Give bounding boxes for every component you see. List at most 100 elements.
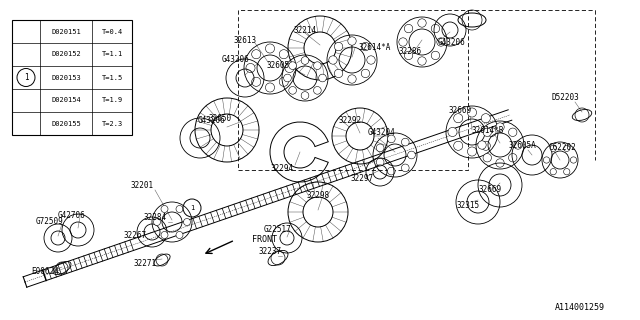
Circle shape <box>404 24 413 33</box>
Circle shape <box>454 114 463 123</box>
Text: FRONT: FRONT <box>252 236 277 244</box>
Circle shape <box>418 57 426 65</box>
Circle shape <box>550 169 556 175</box>
Circle shape <box>564 169 570 175</box>
Circle shape <box>361 69 370 78</box>
Text: 32650: 32650 <box>209 114 232 123</box>
Circle shape <box>284 74 291 82</box>
Text: 32201: 32201 <box>131 180 154 189</box>
Circle shape <box>252 77 260 86</box>
Circle shape <box>401 138 409 146</box>
Circle shape <box>289 86 296 94</box>
Text: D020154: D020154 <box>51 98 81 103</box>
Circle shape <box>348 37 356 45</box>
Circle shape <box>329 56 337 64</box>
Circle shape <box>496 123 504 131</box>
Circle shape <box>301 57 309 64</box>
Text: G72509: G72509 <box>36 217 64 226</box>
Circle shape <box>246 63 255 73</box>
Text: D52203: D52203 <box>551 93 579 102</box>
Circle shape <box>176 205 183 212</box>
Circle shape <box>404 51 413 60</box>
Circle shape <box>437 38 445 46</box>
Circle shape <box>387 167 395 175</box>
Text: 32284: 32284 <box>143 213 166 222</box>
Text: 32298: 32298 <box>307 190 330 199</box>
Circle shape <box>401 164 409 172</box>
Circle shape <box>376 158 384 166</box>
Text: 32294: 32294 <box>271 164 294 172</box>
Circle shape <box>348 75 356 83</box>
Text: 32237: 32237 <box>259 247 282 257</box>
Text: A114001259: A114001259 <box>555 303 605 313</box>
Circle shape <box>509 128 517 136</box>
Text: T=1.1: T=1.1 <box>101 52 123 58</box>
Circle shape <box>376 144 384 152</box>
Circle shape <box>418 19 426 27</box>
Circle shape <box>176 231 183 238</box>
Circle shape <box>408 151 415 159</box>
Text: D020155: D020155 <box>51 121 81 126</box>
Circle shape <box>285 63 294 73</box>
Text: 32315: 32315 <box>456 201 479 210</box>
Text: 32669: 32669 <box>479 186 502 195</box>
Circle shape <box>361 42 370 51</box>
Text: 32267: 32267 <box>124 230 147 239</box>
Text: G42706: G42706 <box>58 211 86 220</box>
Text: G22517: G22517 <box>264 226 292 235</box>
Circle shape <box>334 42 343 51</box>
Text: 32605: 32605 <box>266 60 289 69</box>
Text: 32297: 32297 <box>351 173 374 182</box>
Circle shape <box>448 127 457 137</box>
Circle shape <box>496 159 504 167</box>
Text: D020153: D020153 <box>51 75 81 81</box>
Text: D020152: D020152 <box>51 52 81 58</box>
Circle shape <box>543 157 550 163</box>
Circle shape <box>161 231 168 238</box>
Circle shape <box>289 62 296 69</box>
Circle shape <box>481 114 490 123</box>
Bar <box>12 20 132 135</box>
Text: 32614*B: 32614*B <box>472 125 504 134</box>
Text: 32286: 32286 <box>399 47 422 57</box>
Circle shape <box>266 83 275 92</box>
Circle shape <box>483 128 492 136</box>
Text: 32605A: 32605A <box>508 140 536 149</box>
Text: D020151: D020151 <box>51 28 81 35</box>
Text: 1: 1 <box>190 205 194 211</box>
Circle shape <box>431 24 440 33</box>
Circle shape <box>154 219 161 226</box>
Text: 32271: 32271 <box>133 259 157 268</box>
Circle shape <box>314 86 321 94</box>
Circle shape <box>483 154 492 162</box>
Circle shape <box>301 92 309 99</box>
Circle shape <box>266 44 275 53</box>
Circle shape <box>387 135 395 143</box>
Circle shape <box>467 108 477 117</box>
Circle shape <box>564 145 570 151</box>
Circle shape <box>314 62 321 69</box>
Circle shape <box>184 219 191 226</box>
Circle shape <box>509 154 517 162</box>
Text: 32613: 32613 <box>234 36 257 44</box>
Text: E00624: E00624 <box>31 268 59 276</box>
Circle shape <box>478 141 486 149</box>
Circle shape <box>399 38 407 46</box>
Text: 32669: 32669 <box>449 106 472 115</box>
Circle shape <box>467 147 477 156</box>
Circle shape <box>279 77 289 86</box>
Text: G43206: G43206 <box>438 37 466 46</box>
Text: C62202: C62202 <box>548 142 576 151</box>
Text: G43206: G43206 <box>221 55 249 65</box>
Circle shape <box>487 127 496 137</box>
Text: 32614*A: 32614*A <box>359 44 391 52</box>
Text: 32292: 32292 <box>339 116 362 124</box>
Text: 32214: 32214 <box>293 26 317 35</box>
Circle shape <box>481 141 490 150</box>
Text: T=0.4: T=0.4 <box>101 28 123 35</box>
Circle shape <box>279 50 289 59</box>
Circle shape <box>514 141 522 149</box>
Circle shape <box>319 74 326 82</box>
Text: G43206: G43206 <box>198 116 226 124</box>
Circle shape <box>570 157 577 163</box>
